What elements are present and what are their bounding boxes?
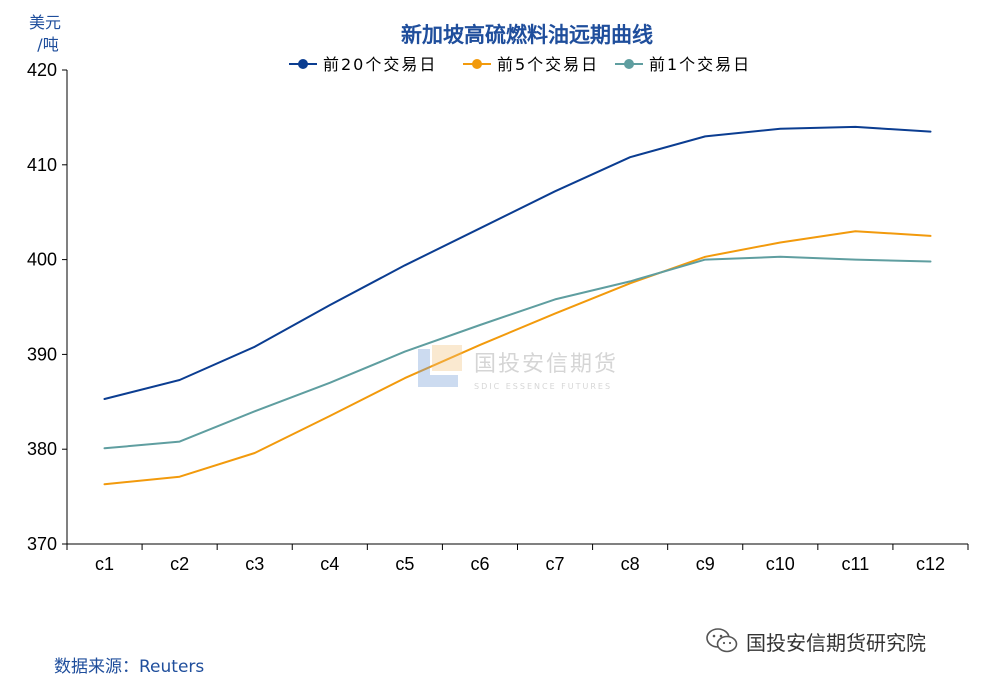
- legend-label: 前1个交易日: [649, 55, 751, 74]
- x-tick-label: c3: [245, 554, 264, 574]
- legend-swatch-marker: [472, 59, 482, 69]
- x-tick-label: c7: [546, 554, 565, 574]
- y-tick-label: 370: [27, 534, 57, 554]
- y-tick-label: 410: [27, 155, 57, 175]
- axes: 370 380 390 400 410 420 c1 c2 c3 c4 c5 c6 c7 c8 c9 c10 c…: [27, 60, 969, 574]
- brand-text: 国投安信期货研究院: [746, 630, 926, 655]
- series-layer: [103, 125, 932, 486]
- brand-signature: 国投安信期货研究院: [706, 626, 926, 656]
- y-unit-line2: /吨: [37, 35, 58, 54]
- watermark: 国投安信期货 SDIC ESSENCE FUTURES: [418, 345, 618, 391]
- wechat-icon: [706, 628, 738, 654]
- y-tick-label: 400: [27, 250, 57, 270]
- legend-swatch-marker: [298, 59, 308, 69]
- legend-swatch-marker: [624, 59, 634, 69]
- x-tick-label: c11: [842, 554, 870, 574]
- x-tick-label: c8: [621, 554, 640, 574]
- series-line-1: [103, 125, 932, 400]
- chart-title: 新加坡高硫燃料油远期曲线: [401, 23, 653, 47]
- x-tick-label: c9: [696, 554, 715, 574]
- x-tick-label: c1: [95, 554, 114, 574]
- x-tick-label: c10: [766, 554, 795, 574]
- watermark-cn: 国投安信期货: [474, 351, 619, 377]
- y-tick-label: 420: [27, 60, 57, 80]
- x-tick-label: c2: [170, 554, 189, 574]
- y-unit-line1: 美元: [29, 13, 61, 32]
- data-source: 数据来源：Reuters: [54, 652, 204, 677]
- source-name: Reuters: [139, 657, 205, 677]
- legend-label: 前20个交易日: [323, 55, 437, 74]
- x-tick-label: c6: [470, 554, 489, 574]
- x-tick-label: c4: [320, 554, 339, 574]
- legend-label: 前5个交易日: [497, 55, 599, 74]
- series-line-2: [103, 230, 932, 486]
- y-tick-label: 380: [27, 439, 57, 459]
- source-prefix: 数据来源：: [54, 657, 139, 677]
- watermark-en: SDIC ESSENCE FUTURES: [474, 381, 613, 391]
- legend: 前20个交易日 前5个交易日 前1个交易日: [289, 55, 751, 74]
- x-tick-label: c12: [916, 554, 945, 574]
- y-tick-label: 390: [27, 344, 57, 364]
- sdic-logo-icon: [418, 345, 464, 391]
- x-tick-label: c5: [395, 554, 414, 574]
- series-line-3: [103, 255, 932, 450]
